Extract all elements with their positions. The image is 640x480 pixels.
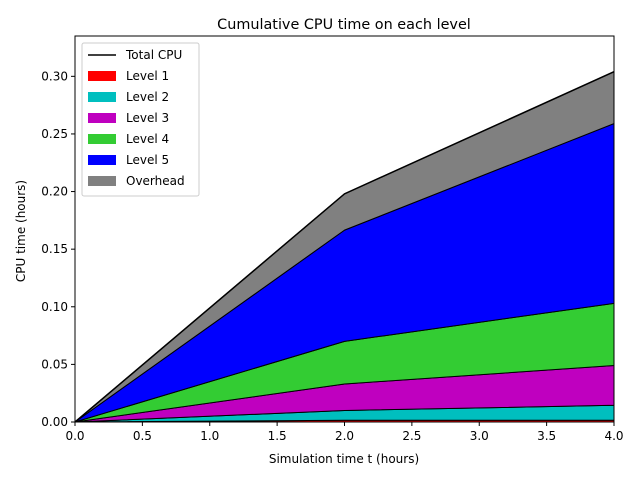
legend-swatch-level-1 [88, 71, 116, 81]
x-tick-label: 2.0 [335, 429, 354, 443]
y-tick-label: 0.30 [41, 69, 68, 83]
legend-label-level-1: Level 1 [126, 69, 169, 83]
x-tick-label: 1.5 [268, 429, 287, 443]
x-axis-ticks: 0.0 0.5 1.0 1.5 2.0 2.5 3.0 3.5 4.0 [65, 422, 624, 443]
x-tick-label: 3.0 [470, 429, 489, 443]
x-tick-label: 1.0 [200, 429, 219, 443]
legend-label-total-cpu: Total CPU [125, 48, 182, 62]
chart-title: Cumulative CPU time on each level [217, 17, 471, 33]
legend-swatch-level-3 [88, 113, 116, 123]
total-cpu-line-group [74, 71, 615, 423]
x-axis-label: Simulation time t (hours) [269, 452, 419, 466]
x-tick-label: 4.0 [604, 429, 623, 443]
y-tick-label: 0.20 [41, 185, 68, 199]
legend-label-level-3: Level 3 [126, 111, 169, 125]
legend-label-overhead: Overhead [126, 174, 185, 188]
legend-swatch-level-2 [88, 92, 116, 102]
area-layers [74, 71, 615, 423]
legend-swatch-level-4 [88, 134, 116, 144]
legend-swatch-overhead [88, 176, 116, 186]
legend-label-level-5: Level 5 [126, 153, 169, 167]
legend-swatch-level-5 [88, 155, 116, 165]
x-tick-label: 2.5 [402, 429, 421, 443]
y-tick-label: 0.05 [41, 357, 68, 371]
total-cpu-line [74, 71, 615, 423]
x-tick-label: 0.5 [133, 429, 152, 443]
legend: Total CPU Level 1 Level 2 Level 3 Level 4 Lev… [81, 42, 200, 197]
y-tick-label: 0.10 [41, 300, 68, 314]
y-tick-label: 0.25 [41, 127, 68, 141]
y-axis-label: CPU time (hours) [14, 180, 28, 282]
y-axis-ticks: 0.00 0.05 0.10 0.15 0.20 0.25 0.30 [41, 69, 75, 429]
y-tick-label: 0.00 [41, 415, 68, 429]
legend-label-level-4: Level 4 [126, 132, 169, 146]
x-tick-label: 3.5 [537, 429, 556, 443]
x-tick-label: 0.0 [65, 429, 84, 443]
legend-label-level-2: Level 2 [126, 90, 169, 104]
y-tick-label: 0.15 [41, 242, 68, 256]
